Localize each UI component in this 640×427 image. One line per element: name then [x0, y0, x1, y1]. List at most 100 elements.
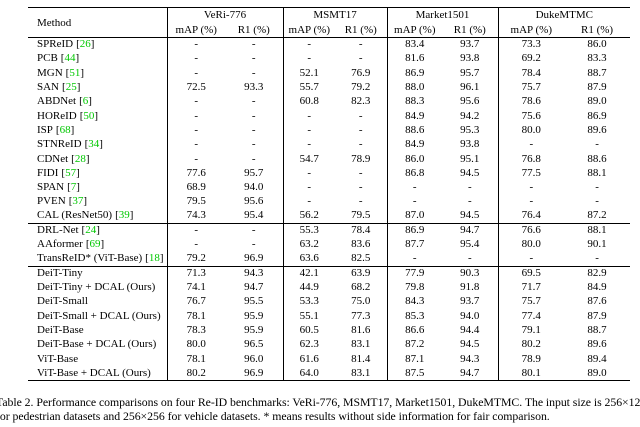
citation-link[interactable]: [34]	[84, 138, 103, 151]
method-label: ABDNet	[37, 95, 77, 108]
citation-link[interactable]: [44]	[60, 52, 80, 65]
value-cell: -	[595, 138, 599, 151]
table-row: AAformer [69] - -63.2 83.6 87.7 95.4 80.0 90.1	[28, 237, 630, 252]
value-cell: 87.9	[587, 309, 607, 322]
citation-link[interactable]: [50]	[79, 109, 99, 122]
column-header-market1501-r1: R1 (%)	[453, 23, 486, 36]
value-cell: -	[358, 166, 363, 179]
method-cell: ViT-Base	[28, 352, 167, 366]
value-cell: 89.0	[587, 366, 607, 379]
method-label: CDNet	[37, 152, 69, 165]
method-label: MGN	[37, 66, 63, 79]
column-group-market1501: Market1501	[386, 7, 499, 23]
value-cell: -	[225, 222, 284, 238]
value-cell: 77.6	[166, 166, 225, 181]
table-row: ViT-Base + DCAL (Ours) 80.2 96.9 64.0 83.1 87…	[28, 366, 630, 381]
value-cell: 94.7	[244, 281, 264, 294]
value-cell: -	[166, 151, 225, 167]
value-cell: 93.3	[244, 81, 264, 94]
value-cell: 80.2	[166, 366, 225, 381]
value-cell: -	[497, 180, 565, 195]
table-row: ISP [68] - - - -88.6 95.3 80.0 89.6	[28, 123, 630, 138]
value-cell: -	[386, 251, 443, 267]
value-cell: 44.9	[282, 280, 336, 295]
value-cell: -	[358, 38, 363, 51]
citation-number: 57	[65, 166, 77, 179]
value-cell: 95.4	[460, 238, 480, 251]
citation-link[interactable]: [39]	[115, 209, 134, 222]
citation-link[interactable]: [51]	[65, 66, 85, 79]
value-cell: -	[467, 195, 472, 208]
citation-link[interactable]: [18]	[145, 252, 164, 265]
value-cell: -	[358, 195, 363, 208]
value-cell: -	[251, 66, 256, 79]
citation-link[interactable]: [57]	[61, 166, 80, 179]
citation-link[interactable]: [26]	[76, 38, 95, 51]
column-group-veri776: VeRi-776	[166, 7, 284, 23]
method-cell: PVEN [37]	[28, 195, 167, 209]
method-cell: DeiT-Base	[28, 323, 167, 337]
table-row: DeiT-Tiny + DCAL (Ours) 74.1 94.7 44.9 68.2 7…	[28, 280, 630, 295]
value-cell: -	[386, 194, 443, 210]
citation-link[interactable]: [28]	[71, 152, 90, 165]
citation-link[interactable]: [25]	[62, 81, 81, 94]
value-cell: 86.9	[386, 66, 443, 81]
value-cell: -	[166, 222, 225, 238]
value-cell: 93.8	[460, 138, 480, 151]
value-cell: 75.6	[497, 108, 565, 124]
value-cell: -	[251, 38, 256, 51]
value-cell: 96.0	[244, 352, 264, 365]
value-cell: 76.8	[497, 151, 565, 167]
value-cell: 62.3	[282, 337, 336, 353]
value-cell: 83.1	[351, 366, 371, 379]
table-row: TransReID* (ViT-Base) [18] 79.2 96.9 63.6 82.…	[28, 251, 630, 267]
value-cell: 69.2	[497, 51, 565, 67]
value-cell: 88.1	[587, 166, 607, 179]
value-cell: -	[358, 138, 363, 151]
citation-link[interactable]: [68]	[55, 123, 75, 136]
citation-number: 37	[72, 195, 84, 208]
value-cell: -	[467, 252, 472, 265]
table-row: SPAN [7] 68.9 94.0- - - - - -	[28, 180, 630, 195]
value-cell: 52.1	[282, 66, 336, 81]
method-cell: SPAN [7]	[28, 180, 167, 194]
value-cell: 77.4	[497, 309, 565, 324]
citation-number: 25	[65, 81, 77, 94]
value-cell: 88.7	[587, 66, 607, 79]
value-cell: 95.4	[244, 209, 264, 222]
value-cell: 68.2	[351, 281, 371, 294]
method-cell: DeiT-Base + DCAL (Ours)	[28, 338, 167, 352]
table-row: SPReID [26] - - - -83.4 93.7 73.3 86.0	[28, 37, 630, 52]
value-cell: -	[595, 252, 599, 265]
citation-link[interactable]: [24]	[81, 224, 100, 237]
value-cell: 94.3	[225, 265, 284, 281]
value-cell: 94.2	[460, 109, 480, 122]
method-label: DeiT-Small + DCAL (Ours)	[37, 309, 161, 322]
value-cell: 60.8	[282, 94, 336, 109]
value-cell: 85.3	[386, 309, 443, 324]
value-cell: 86.8	[386, 166, 443, 181]
method-cell: ViT-Base + DCAL (Ours)	[28, 366, 167, 380]
method-cell: AAformer [69]	[28, 238, 167, 252]
method-cell: DRL-Net [24]	[28, 222, 167, 238]
value-cell: 42.1	[282, 265, 336, 281]
citation-link[interactable]: [6]	[79, 95, 92, 108]
value-cell: 77.5	[497, 166, 565, 181]
column-group-dukemtmc: DukeMTMC	[497, 7, 631, 23]
method-label: CAL (ResNet50)	[37, 209, 113, 222]
citation-link[interactable]: [37]	[68, 195, 88, 208]
method-cell: ABDNet [6]	[28, 95, 167, 109]
value-cell: -	[595, 181, 599, 194]
value-cell: -	[166, 51, 225, 67]
citation-number: 44	[64, 52, 76, 65]
citation-link[interactable]: [7]	[67, 181, 80, 194]
table-row: ABDNet [6] - -60.8 82.3 88.3 95.6 78.6 89.0	[28, 94, 630, 109]
citation-number: 39	[118, 209, 130, 222]
method-cell: CAL (ResNet50) [39]	[28, 209, 167, 223]
value-cell: 90.3	[442, 265, 499, 281]
value-cell: -	[282, 137, 336, 152]
value-cell: 93.7	[460, 38, 480, 51]
value-cell: 84.9	[386, 137, 443, 152]
citation-link[interactable]: [69]	[85, 238, 105, 251]
value-cell: 88.1	[564, 222, 631, 238]
